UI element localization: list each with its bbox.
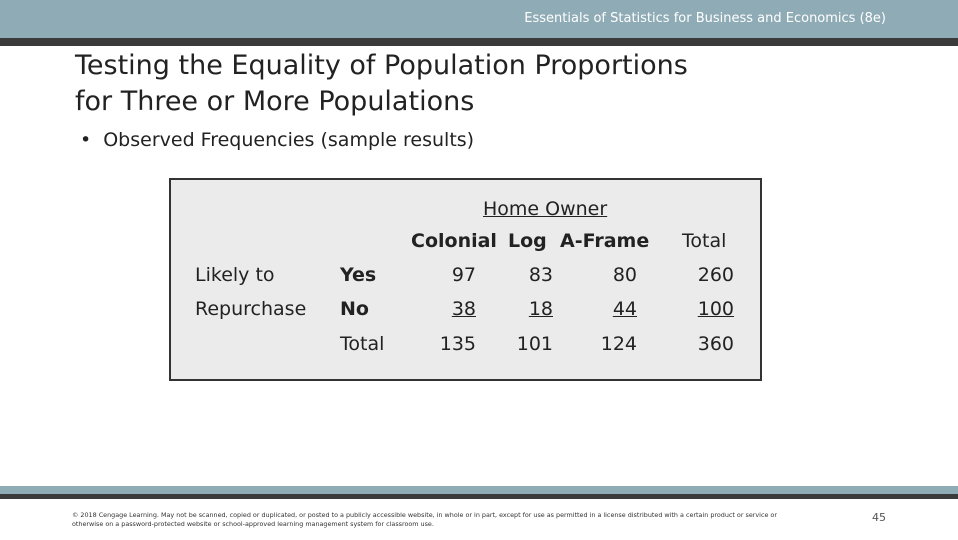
frequency-table: Home Owner Colonial Log A-Frame Total Li… bbox=[169, 178, 762, 381]
footer-band bbox=[0, 486, 958, 494]
slide-title-line-2: for Three or More Populations bbox=[75, 86, 475, 117]
footer-divider bbox=[0, 494, 958, 499]
row-group-label-line-2: Repurchase bbox=[195, 298, 307, 320]
cell-yes-colonial: 97 bbox=[451, 264, 476, 286]
cell-no-colonial: 38 bbox=[451, 298, 476, 320]
header-book-title: Essentials of Statistics for Business an… bbox=[524, 11, 886, 26]
cell-no-log: 18 bbox=[528, 298, 553, 320]
header-bar: Essentials of Statistics for Business an… bbox=[0, 0, 958, 38]
group-header-home-owner: Home Owner bbox=[483, 198, 608, 220]
cell-total-total: 360 bbox=[697, 333, 734, 355]
column-header-log: Log bbox=[508, 230, 547, 252]
bullet-text: Observed Frequencies (sample results) bbox=[103, 129, 475, 151]
cell-total-colonial: 135 bbox=[439, 333, 476, 355]
row-label-yes: Yes bbox=[340, 264, 377, 286]
header-divider bbox=[0, 38, 958, 46]
bullet-dot-icon: • bbox=[80, 129, 92, 151]
cell-no-total: 100 bbox=[697, 298, 734, 320]
page-number: 45 bbox=[872, 511, 886, 524]
bullet-item: • Observed Frequencies (sample results) bbox=[80, 129, 474, 151]
column-header-a-frame: A-Frame bbox=[560, 230, 650, 252]
cell-yes-total: 260 bbox=[697, 264, 734, 286]
cell-no-a-frame: 44 bbox=[612, 298, 637, 320]
slide-title: Testing the Equality of Population Propo… bbox=[75, 48, 875, 120]
row-label-no: No bbox=[340, 298, 369, 320]
column-header-colonial: Colonial bbox=[411, 230, 497, 252]
column-header-total: Total bbox=[682, 230, 727, 252]
cell-yes-a-frame: 80 bbox=[612, 264, 637, 286]
slide-title-line-1: Testing the Equality of Population Propo… bbox=[75, 50, 688, 81]
row-label-total: Total bbox=[340, 333, 385, 355]
cell-yes-log: 83 bbox=[528, 264, 553, 286]
cell-total-log: 101 bbox=[516, 333, 553, 355]
cell-total-a-frame: 124 bbox=[600, 333, 637, 355]
copyright-notice: © 2018 Cengage Learning. May not be scan… bbox=[72, 511, 777, 528]
row-group-label-line-1: Likely to bbox=[195, 264, 275, 286]
